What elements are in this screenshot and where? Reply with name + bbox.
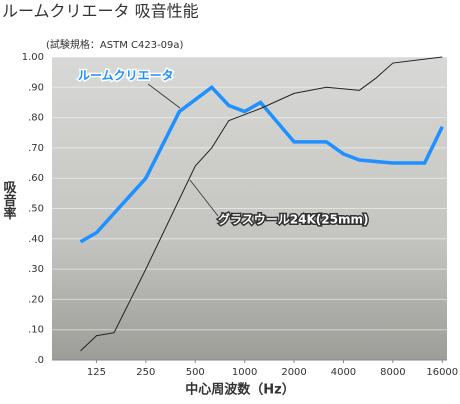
y-tick-label: .60 bbox=[28, 173, 44, 184]
x-tick-label: 8000 bbox=[380, 367, 405, 378]
x-tick-label: 500 bbox=[186, 367, 205, 378]
y-tick-label: .50 bbox=[28, 204, 44, 215]
y-tick-label: .90 bbox=[28, 82, 44, 93]
x-tick-label: 250 bbox=[136, 367, 155, 378]
y-tick-label: 1.00 bbox=[22, 52, 44, 63]
x-axis-label: 中心周波数（Hz） bbox=[185, 382, 294, 398]
chart-title: ルームクリエータ 吸音性能 bbox=[2, 2, 199, 21]
series-line bbox=[80, 56, 443, 352]
y-axis-label: 吸音率 bbox=[1, 181, 17, 221]
legend-leader bbox=[189, 179, 219, 217]
series-line bbox=[79, 84, 444, 244]
x-tick-label: 1000 bbox=[232, 367, 257, 378]
legend-leader bbox=[147, 83, 181, 109]
legend-label: ルームクリエータ bbox=[78, 69, 174, 83]
y-tick-label: .40 bbox=[28, 234, 44, 245]
x-tick-label: 125 bbox=[87, 367, 106, 378]
y-tick-label: .20 bbox=[28, 294, 44, 305]
y-tick-label: .70 bbox=[28, 143, 44, 154]
x-tick-label: 4000 bbox=[331, 367, 356, 378]
x-tick-label: 2000 bbox=[281, 367, 306, 378]
y-tick-label: .30 bbox=[28, 264, 44, 275]
x-tick-label: 16000 bbox=[426, 367, 458, 378]
y-tick-label: .0 bbox=[34, 355, 44, 366]
chart-subtitle: (試験規格：ASTM C423-09a) bbox=[46, 38, 184, 51]
y-tick-label: .10 bbox=[28, 325, 44, 336]
y-tick-label: .80 bbox=[28, 113, 44, 124]
legend-label: グラスウール24K(25mm) bbox=[218, 212, 368, 227]
